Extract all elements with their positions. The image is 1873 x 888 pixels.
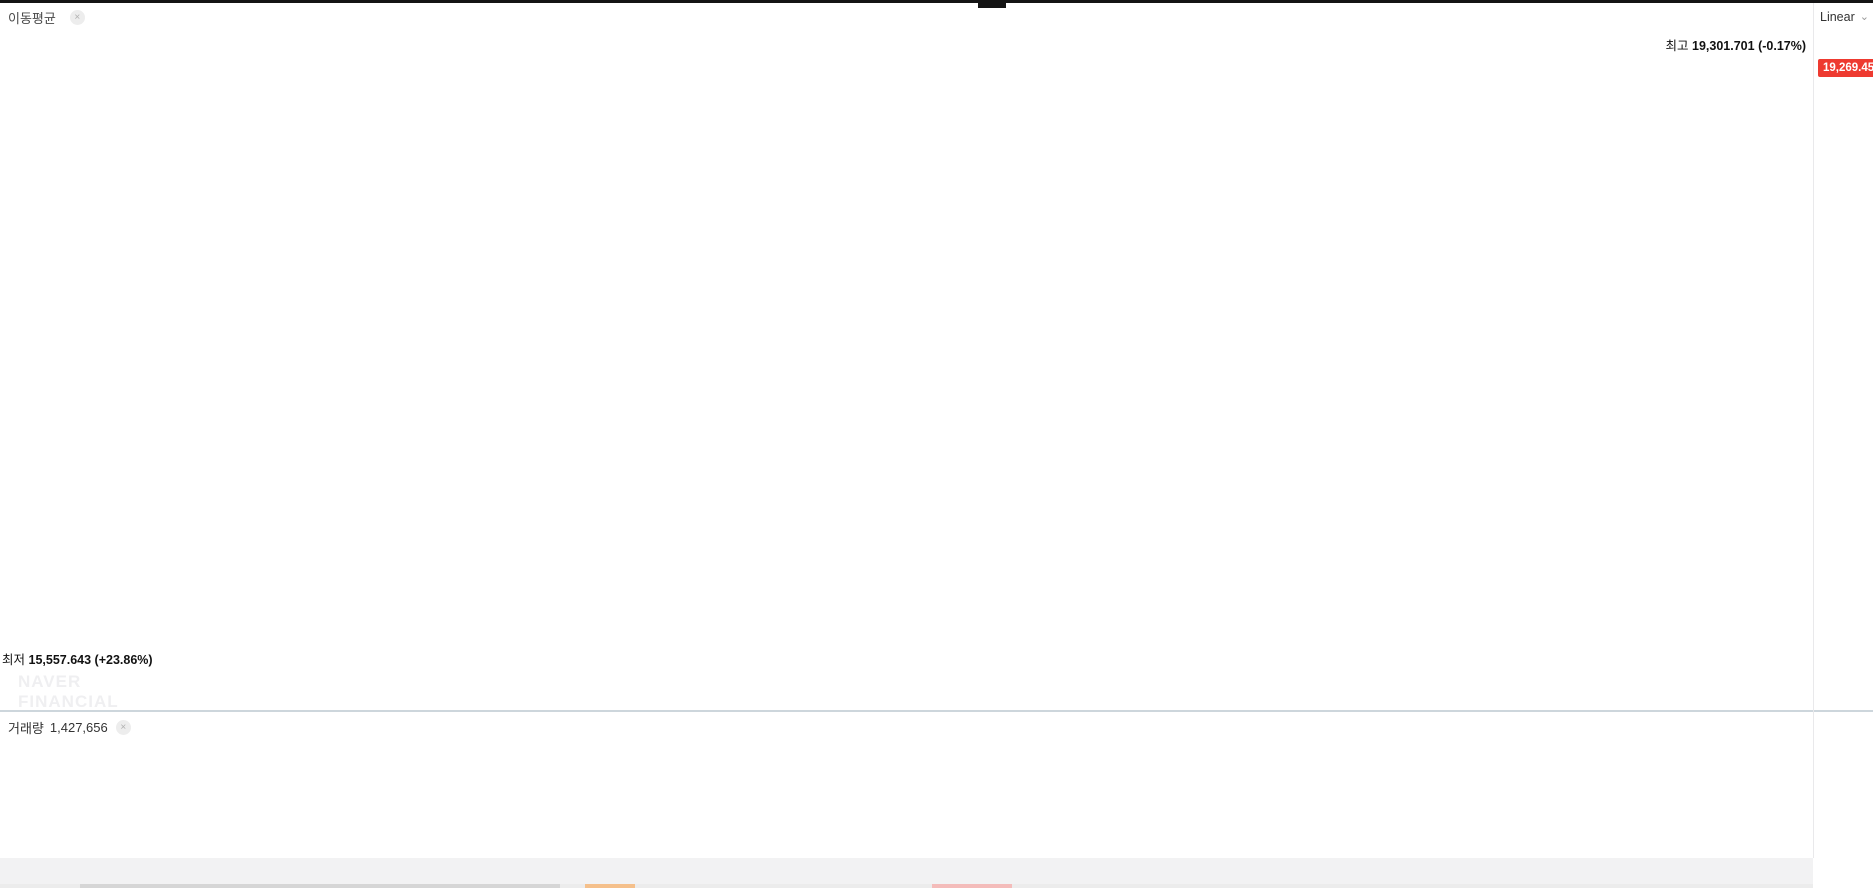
low-annotation: 최저 15,557.643 (+23.86%): [2, 649, 153, 668]
low-label: 최저: [2, 653, 26, 667]
scale-selector-label: Linear: [1820, 10, 1855, 24]
x-axis-margin: [1813, 858, 1873, 888]
scrollbar-pink-segment: [932, 884, 1012, 888]
low-change: (+23.86%): [94, 653, 153, 667]
high-change: (-0.17%): [1758, 39, 1806, 53]
high-annotation: 최고 19,301.701 (-0.17%): [1666, 35, 1806, 54]
watermark: NAVER FINANCIAL: [18, 672, 119, 712]
watermark-line2: FINANCIAL: [18, 692, 119, 711]
volume-close-icon[interactable]: ×: [115, 720, 131, 735]
high-label: 최고: [1665, 39, 1689, 53]
scrollbar-thumb[interactable]: [80, 884, 560, 888]
high-value: 19,301.701: [1692, 39, 1755, 53]
volume-value: 1,427,656: [49, 720, 108, 735]
scrollbar-orange-segment: [585, 884, 635, 888]
ma-legend-label: 이동평균: [8, 11, 56, 26]
scale-selector[interactable]: Linear ⌄: [1820, 10, 1869, 24]
ma-legend-close-icon[interactable]: ×: [69, 10, 85, 25]
axis-separator: [1813, 3, 1814, 858]
volume-header: 거래량 1,427,656 ×: [8, 718, 131, 737]
bottom-scrollbar[interactable]: [0, 884, 1813, 888]
volume-label: 거래량: [8, 721, 44, 736]
chevron-down-icon: ⌄: [1859, 10, 1869, 23]
ma-legend: 이동평균 ×: [8, 8, 85, 27]
watermark-line1: NAVER: [18, 672, 82, 691]
top-notch: [978, 0, 1006, 8]
current-price-tag: 19,269.459: [1818, 59, 1873, 77]
top-border: [0, 0, 1873, 3]
low-value: 15,557.643: [28, 653, 92, 667]
pane-divider: [0, 710, 1873, 712]
x-axis-band: [0, 858, 1873, 888]
